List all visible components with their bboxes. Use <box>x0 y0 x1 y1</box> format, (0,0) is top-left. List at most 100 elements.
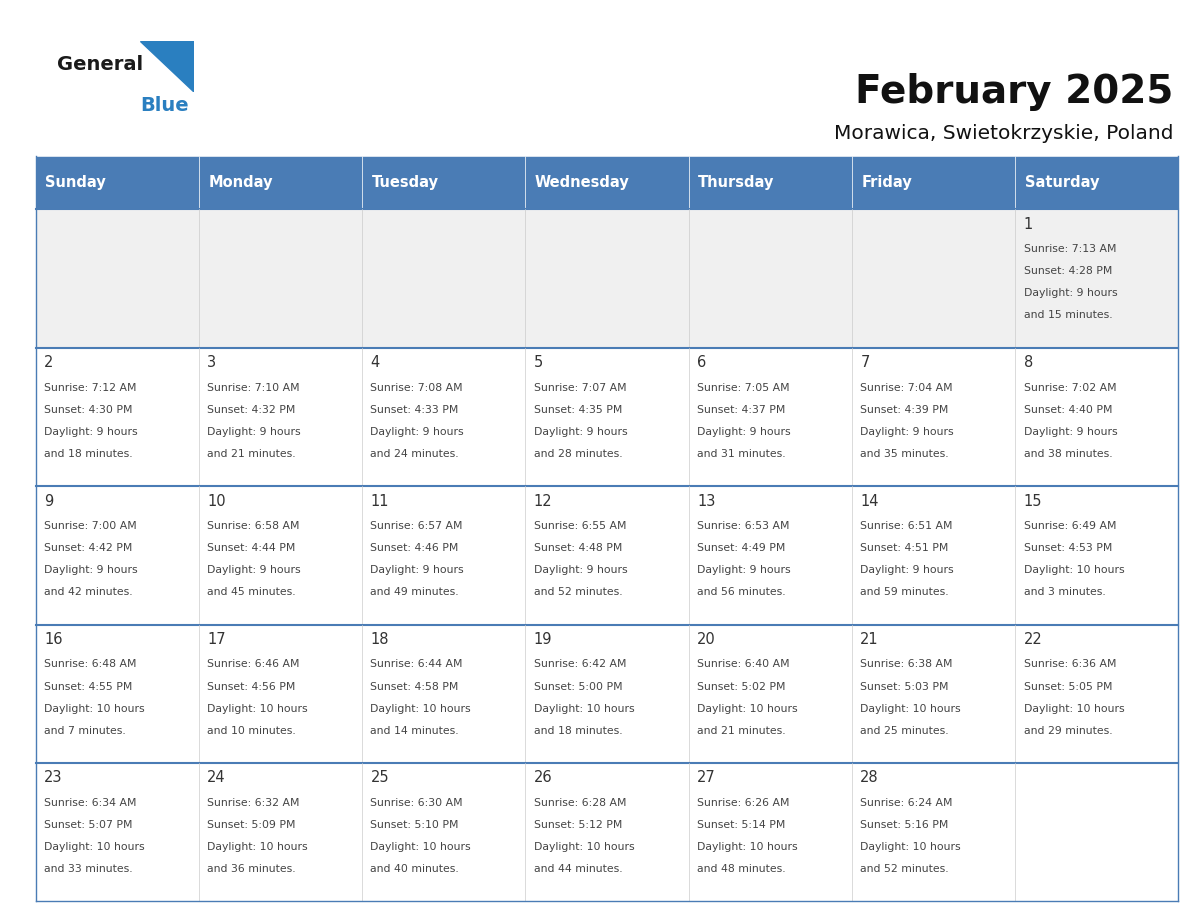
Text: Sunrise: 6:53 AM: Sunrise: 6:53 AM <box>697 521 790 531</box>
Text: Daylight: 9 hours: Daylight: 9 hours <box>44 427 138 437</box>
Text: Sunset: 4:48 PM: Sunset: 4:48 PM <box>533 543 623 553</box>
Text: Sunrise: 6:40 AM: Sunrise: 6:40 AM <box>697 659 790 669</box>
Text: 24: 24 <box>207 770 226 786</box>
Text: Daylight: 10 hours: Daylight: 10 hours <box>371 842 472 852</box>
Text: and 21 minutes.: and 21 minutes. <box>697 725 785 735</box>
Text: Sunset: 4:49 PM: Sunset: 4:49 PM <box>697 543 785 553</box>
Text: and 7 minutes.: and 7 minutes. <box>44 725 126 735</box>
Text: and 24 minutes.: and 24 minutes. <box>371 449 459 459</box>
Text: 15: 15 <box>1024 494 1042 509</box>
Text: Sunset: 5:02 PM: Sunset: 5:02 PM <box>697 681 785 691</box>
Text: Daylight: 9 hours: Daylight: 9 hours <box>533 427 627 437</box>
Text: Daylight: 10 hours: Daylight: 10 hours <box>44 842 145 852</box>
Text: 20: 20 <box>697 632 715 647</box>
Text: Sunset: 4:37 PM: Sunset: 4:37 PM <box>697 405 785 415</box>
Text: 5: 5 <box>533 355 543 370</box>
Text: Sunset: 4:58 PM: Sunset: 4:58 PM <box>371 681 459 691</box>
Text: Daylight: 9 hours: Daylight: 9 hours <box>371 565 465 575</box>
Text: Daylight: 10 hours: Daylight: 10 hours <box>207 703 308 713</box>
Text: 1: 1 <box>1024 217 1032 231</box>
Text: General: General <box>57 55 143 74</box>
Text: Sunset: 5:16 PM: Sunset: 5:16 PM <box>860 820 949 830</box>
Text: Sunset: 5:10 PM: Sunset: 5:10 PM <box>371 820 459 830</box>
Text: 9: 9 <box>44 494 53 509</box>
Text: Sunrise: 6:42 AM: Sunrise: 6:42 AM <box>533 659 626 669</box>
Text: Sunrise: 7:12 AM: Sunrise: 7:12 AM <box>44 383 137 393</box>
Text: 28: 28 <box>860 770 879 786</box>
Text: and 25 minutes.: and 25 minutes. <box>860 725 949 735</box>
Text: Friday: Friday <box>861 175 912 190</box>
Text: and 38 minutes.: and 38 minutes. <box>1024 449 1112 459</box>
Text: 21: 21 <box>860 632 879 647</box>
Text: and 48 minutes.: and 48 minutes. <box>697 864 785 874</box>
Text: and 44 minutes.: and 44 minutes. <box>533 864 623 874</box>
Text: and 14 minutes.: and 14 minutes. <box>371 725 459 735</box>
Text: and 28 minutes.: and 28 minutes. <box>533 449 623 459</box>
Text: Daylight: 10 hours: Daylight: 10 hours <box>860 842 961 852</box>
Text: Daylight: 10 hours: Daylight: 10 hours <box>697 703 797 713</box>
Text: Sunrise: 6:38 AM: Sunrise: 6:38 AM <box>860 659 953 669</box>
Text: Sunset: 5:07 PM: Sunset: 5:07 PM <box>44 820 132 830</box>
Text: and 59 minutes.: and 59 minutes. <box>860 588 949 597</box>
Text: Sunset: 5:09 PM: Sunset: 5:09 PM <box>207 820 296 830</box>
Text: Daylight: 10 hours: Daylight: 10 hours <box>860 703 961 713</box>
Text: Sunrise: 6:49 AM: Sunrise: 6:49 AM <box>1024 521 1116 531</box>
Text: Sunrise: 6:34 AM: Sunrise: 6:34 AM <box>44 798 137 808</box>
Text: 26: 26 <box>533 770 552 786</box>
Text: and 29 minutes.: and 29 minutes. <box>1024 725 1112 735</box>
Text: 16: 16 <box>44 632 63 647</box>
Text: Thursday: Thursday <box>699 175 775 190</box>
Text: Sunset: 4:32 PM: Sunset: 4:32 PM <box>207 405 296 415</box>
Text: Sunrise: 6:26 AM: Sunrise: 6:26 AM <box>697 798 790 808</box>
Text: Sunrise: 6:46 AM: Sunrise: 6:46 AM <box>207 659 299 669</box>
Text: and 52 minutes.: and 52 minutes. <box>860 864 949 874</box>
Text: Sunset: 4:51 PM: Sunset: 4:51 PM <box>860 543 949 553</box>
Text: and 49 minutes.: and 49 minutes. <box>371 588 459 597</box>
Text: Sunset: 4:40 PM: Sunset: 4:40 PM <box>1024 405 1112 415</box>
Text: 8: 8 <box>1024 355 1032 370</box>
Text: Sunrise: 7:13 AM: Sunrise: 7:13 AM <box>1024 244 1116 254</box>
Text: Sunrise: 6:44 AM: Sunrise: 6:44 AM <box>371 659 463 669</box>
Text: Sunset: 4:33 PM: Sunset: 4:33 PM <box>371 405 459 415</box>
Text: Daylight: 9 hours: Daylight: 9 hours <box>207 427 301 437</box>
Text: Sunrise: 7:05 AM: Sunrise: 7:05 AM <box>697 383 790 393</box>
Text: 7: 7 <box>860 355 870 370</box>
Text: Sunrise: 6:32 AM: Sunrise: 6:32 AM <box>207 798 299 808</box>
Text: 10: 10 <box>207 494 226 509</box>
Text: Sunset: 4:42 PM: Sunset: 4:42 PM <box>44 543 132 553</box>
Text: Daylight: 9 hours: Daylight: 9 hours <box>207 565 301 575</box>
Text: Sunset: 4:35 PM: Sunset: 4:35 PM <box>533 405 623 415</box>
Text: Sunset: 4:56 PM: Sunset: 4:56 PM <box>207 681 296 691</box>
Text: and 21 minutes.: and 21 minutes. <box>207 449 296 459</box>
Text: Daylight: 10 hours: Daylight: 10 hours <box>1024 703 1124 713</box>
Text: 3: 3 <box>207 355 216 370</box>
Text: Sunrise: 7:04 AM: Sunrise: 7:04 AM <box>860 383 953 393</box>
Text: Daylight: 9 hours: Daylight: 9 hours <box>860 427 954 437</box>
Text: Sunset: 4:30 PM: Sunset: 4:30 PM <box>44 405 132 415</box>
Text: Sunrise: 6:36 AM: Sunrise: 6:36 AM <box>1024 659 1116 669</box>
Text: Daylight: 10 hours: Daylight: 10 hours <box>697 842 797 852</box>
Text: and 52 minutes.: and 52 minutes. <box>533 588 623 597</box>
Text: Sunrise: 7:08 AM: Sunrise: 7:08 AM <box>371 383 463 393</box>
Text: and 31 minutes.: and 31 minutes. <box>697 449 785 459</box>
Text: Saturday: Saturday <box>1025 175 1099 190</box>
Text: Sunset: 4:44 PM: Sunset: 4:44 PM <box>207 543 296 553</box>
Text: Sunset: 5:14 PM: Sunset: 5:14 PM <box>697 820 785 830</box>
Text: Daylight: 10 hours: Daylight: 10 hours <box>533 703 634 713</box>
Text: Sunset: 5:05 PM: Sunset: 5:05 PM <box>1024 681 1112 691</box>
Text: Daylight: 10 hours: Daylight: 10 hours <box>207 842 308 852</box>
Text: Sunrise: 6:58 AM: Sunrise: 6:58 AM <box>207 521 299 531</box>
Text: 18: 18 <box>371 632 388 647</box>
Text: Tuesday: Tuesday <box>372 175 438 190</box>
Text: 19: 19 <box>533 632 552 647</box>
Text: Monday: Monday <box>208 175 273 190</box>
Text: 12: 12 <box>533 494 552 509</box>
Text: Sunset: 4:39 PM: Sunset: 4:39 PM <box>860 405 949 415</box>
Text: 25: 25 <box>371 770 390 786</box>
Text: and 56 minutes.: and 56 minutes. <box>697 588 785 597</box>
Text: Daylight: 10 hours: Daylight: 10 hours <box>533 842 634 852</box>
Text: Sunrise: 7:00 AM: Sunrise: 7:00 AM <box>44 521 137 531</box>
Text: 17: 17 <box>207 632 226 647</box>
Text: February 2025: February 2025 <box>855 73 1174 111</box>
Text: and 40 minutes.: and 40 minutes. <box>371 864 460 874</box>
